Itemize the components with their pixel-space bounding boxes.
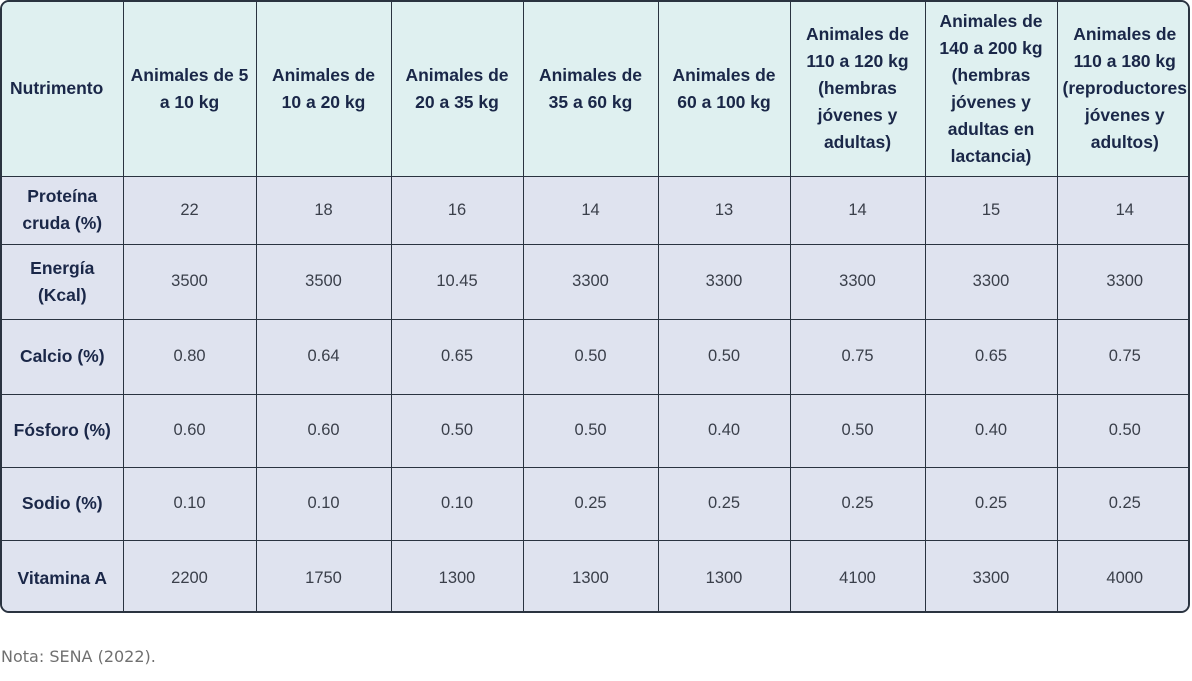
table-row: Energía (Kcal) 3500 3500 10.45 3300 3300… [2,243,1188,320]
column-header-nutrimento: Nutrimento [2,2,124,177]
table-cell: 3300 [1056,243,1188,320]
column-header: Animales de 35 a 60 kg [522,2,659,177]
table-cell: 16 [390,175,524,245]
table-cell: 0.50 [390,393,524,468]
table-cell: 0.25 [522,466,659,541]
table-cell: 3300 [924,539,1058,611]
table-row: Proteína cruda (%) 22 18 16 14 13 14 15 … [2,175,1188,245]
table-cell: 15 [924,175,1058,245]
table-cell: 14 [1056,175,1188,245]
table-cell: 14 [522,175,659,245]
table-cell: 14 [789,175,926,245]
row-label: Sodio (%) [2,466,124,541]
table-cell: 1300 [390,539,524,611]
table-cell: 0.10 [122,466,257,541]
column-header: Animales de 10 a 20 kg [255,2,392,177]
table-cell: 13 [657,175,791,245]
table-cell: 0.75 [1056,318,1188,395]
table-cell: 0.60 [255,393,392,468]
column-header: Animales de 20 a 35 kg [390,2,524,177]
nutrient-table-container: Nutrimento Animales de 5 a 10 kg Animale… [0,0,1190,613]
table-cell: 0.50 [522,393,659,468]
table-row: Fósforo (%) 0.60 0.60 0.50 0.50 0.40 0.5… [2,393,1188,468]
table-cell: 1300 [657,539,791,611]
table-cell: 10.45 [390,243,524,320]
table-cell: 4000 [1056,539,1188,611]
table-cell: 0.50 [789,393,926,468]
table-cell: 0.25 [1056,466,1188,541]
row-label: Fósforo (%) [2,393,124,468]
table-cell: 2200 [122,539,257,611]
table-cell: 3300 [789,243,926,320]
table-cell: 0.40 [924,393,1058,468]
table-cell: 0.65 [924,318,1058,395]
table-cell: 0.80 [122,318,257,395]
table-cell: 22 [122,175,257,245]
table-cell: 3500 [255,243,392,320]
table-cell: 3300 [522,243,659,320]
table-row: Calcio (%) 0.80 0.64 0.65 0.50 0.50 0.75… [2,318,1188,395]
source-note: Nota: SENA (2022). [1,647,156,666]
column-header: Animales de 60 a 100 kg [657,2,791,177]
column-header: Animales de 140 a 200 kg (hembras jóvene… [924,2,1058,177]
table-cell: 3500 [122,243,257,320]
table-cell: 4100 [789,539,926,611]
table-cell: 1300 [522,539,659,611]
row-label: Energía (Kcal) [2,243,124,320]
table-cell: 0.10 [390,466,524,541]
table-row: Vitamina A 2200 1750 1300 1300 1300 4100… [2,539,1188,611]
header-row: Nutrimento Animales de 5 a 10 kg Animale… [2,2,1188,177]
column-header: Animales de 5 a 10 kg [122,2,257,177]
table-cell: 18 [255,175,392,245]
nutrient-table: Nutrimento Animales de 5 a 10 kg Animale… [2,2,1188,611]
table-cell: 0.64 [255,318,392,395]
table-cell: 0.25 [924,466,1058,541]
table-cell: 0.40 [657,393,791,468]
row-label: Vitamina A [2,539,124,611]
table-cell: 0.50 [522,318,659,395]
table-cell: 1750 [255,539,392,611]
table-cell: 3300 [657,243,791,320]
table-cell: 0.50 [657,318,791,395]
table-cell: 0.65 [390,318,524,395]
table-cell: 0.75 [789,318,926,395]
table-cell: 0.10 [255,466,392,541]
table-cell: 0.25 [789,466,926,541]
table-cell: 0.60 [122,393,257,468]
table-cell: 3300 [924,243,1058,320]
table-cell: 0.50 [1056,393,1188,468]
row-label: Calcio (%) [2,318,124,395]
table-cell: 0.25 [657,466,791,541]
column-header: Animales de 110 a 180 kg (reproductores … [1056,2,1188,177]
row-label: Proteína cruda (%) [2,175,124,245]
table-row: Sodio (%) 0.10 0.10 0.10 0.25 0.25 0.25 … [2,466,1188,541]
column-header: Animales de 110 a 120 kg (hembras jóvene… [789,2,926,177]
